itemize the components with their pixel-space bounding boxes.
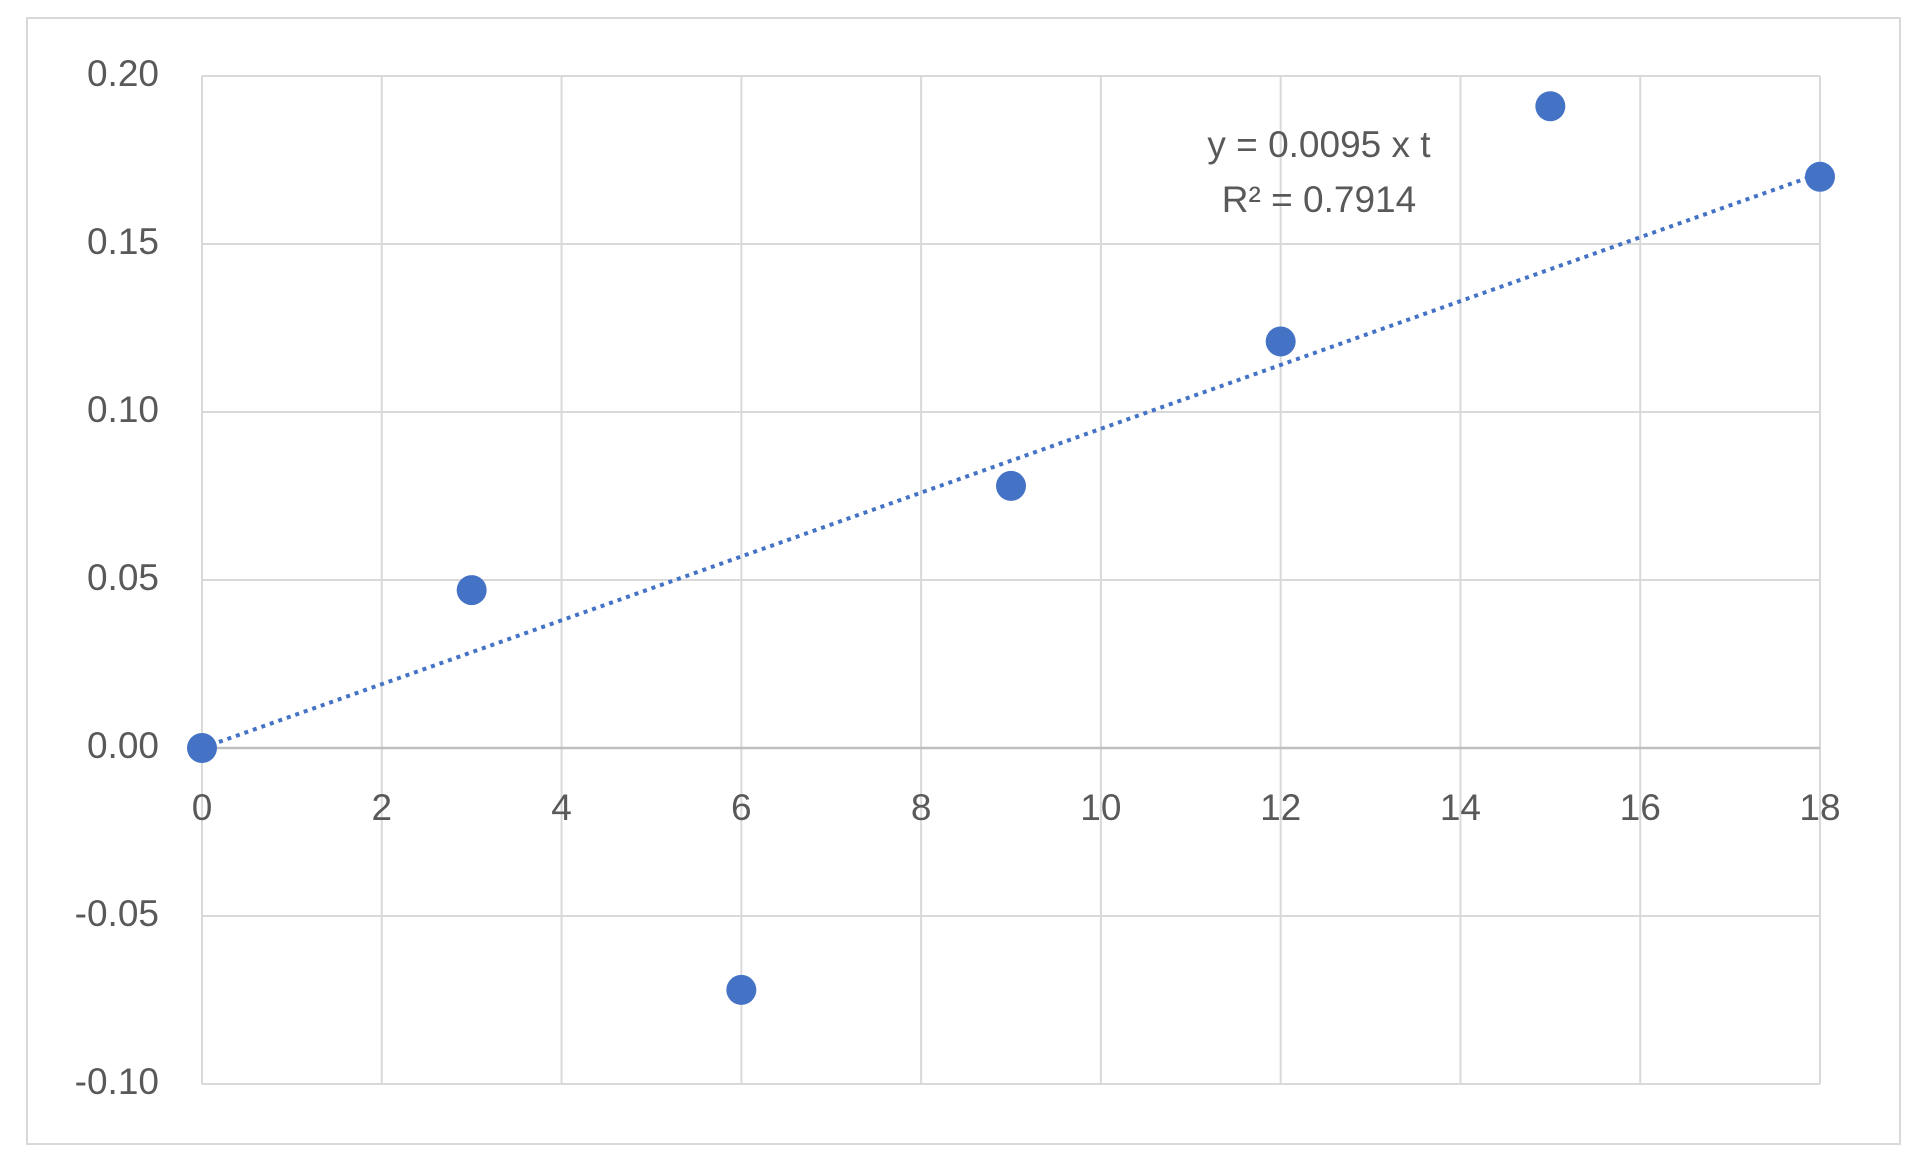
x-tick-label: 18 — [1799, 787, 1840, 828]
x-tick-label: 4 — [551, 787, 572, 828]
y-tick-label: 0.15 — [87, 221, 159, 262]
data-point — [1265, 326, 1296, 357]
x-tick-label: 12 — [1260, 787, 1301, 828]
x-tick-label: 14 — [1440, 787, 1481, 828]
x-tick-label: 8 — [911, 787, 932, 828]
data-point — [996, 470, 1026, 501]
y-tick-label: 0.05 — [87, 557, 159, 598]
y-tick-label: -0.10 — [75, 1061, 159, 1102]
y-tick-label: 0.00 — [87, 725, 159, 766]
data-point — [1535, 91, 1566, 122]
data-point — [726, 974, 757, 1005]
y-tick-label: -0.05 — [75, 893, 159, 934]
x-tick-label: 10 — [1080, 787, 1121, 828]
data-point — [456, 575, 487, 606]
x-tick-label: 6 — [731, 787, 752, 828]
data-point — [187, 733, 217, 763]
x-tick-label: 2 — [371, 787, 392, 828]
data-point — [1805, 161, 1835, 192]
y-tick-label: 0.20 — [87, 53, 159, 94]
x-tick-label: 0 — [192, 787, 213, 828]
y-tick-label: 0.10 — [87, 389, 159, 430]
trendline-r-squared: R² = 0.7914 — [1222, 179, 1416, 220]
trendline-equation: y = 0.0095 x t — [1207, 124, 1431, 165]
trendline — [201, 171, 1821, 750]
x-tick-label: 16 — [1620, 787, 1661, 828]
